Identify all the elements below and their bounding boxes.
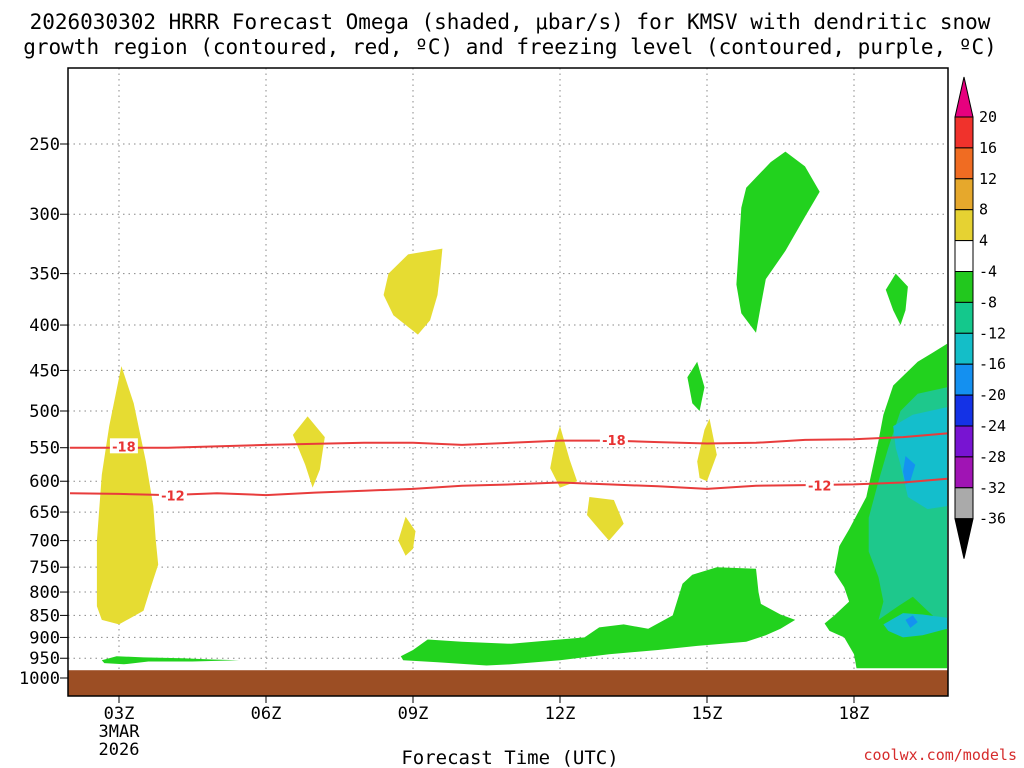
colorbar-segment [954, 363, 974, 396]
colorbar-segment [954, 394, 974, 427]
y-tick-label: 350 [29, 265, 60, 285]
colorbar-segment [954, 178, 974, 211]
y-tick-label: 950 [29, 649, 60, 669]
omega-region-neg-4-8 [885, 273, 908, 325]
colorbar-top-triangle [954, 76, 974, 118]
colorbar-bottom-triangle [954, 518, 974, 559]
omega-region-neg-4-8 [400, 567, 796, 666]
omega-region-pos-4-8 [96, 366, 159, 625]
y-tick-label: 850 [29, 606, 60, 626]
colorbar-label: -20 [979, 386, 1006, 404]
colorbar: 20 16 12 8 4 -4 -8 -12 -16 -20 -24 -28 -32 -36 [954, 76, 1006, 559]
colorbar-label: -16 [979, 355, 1006, 373]
omega-region-neg-12-16 [883, 613, 948, 638]
y-tick-label: 250 [29, 135, 60, 155]
contour-label: -12 [808, 480, 832, 495]
y-tick-label: 650 [29, 503, 60, 523]
omega-region-pos-4-8 [697, 418, 717, 482]
chart-title-line-1: 2026030302 HRRR Forecast Omega (shaded, … [30, 10, 991, 34]
y-tick-label: 600 [29, 472, 60, 492]
omega-region-pos-4-8 [398, 516, 416, 556]
colorbar-label: 4 [979, 232, 988, 250]
colorbar-label: -24 [979, 417, 1006, 435]
colorbar-label: 8 [979, 201, 988, 219]
colorbar-label: -8 [979, 293, 997, 311]
contour-label-bg [805, 477, 834, 493]
x-tick-label: 06Z [251, 704, 282, 724]
credit-text[interactable]: coolwx.com/models [863, 746, 1017, 764]
colorbar-segment [954, 487, 974, 520]
x-tick-sublabel: 3MAR [99, 722, 141, 742]
x-tick-label: 12Z [545, 704, 576, 724]
colorbar-segment [954, 209, 974, 242]
contour-line [69, 477, 948, 497]
colorbar-segment [954, 301, 974, 334]
contour-label: -18 [112, 440, 136, 455]
grid-layer [68, 68, 948, 696]
y-axis-ticks: 2503003504004505005506006507007508008509… [19, 135, 68, 689]
contour-label-bg [158, 487, 187, 503]
y-tick-label: 900 [29, 628, 60, 648]
omega-region-pos-4-8 [383, 248, 443, 335]
plot-frame [67, 67, 949, 697]
colorbar-label: 16 [979, 139, 997, 157]
x-tick-sublabel: 2026 [99, 740, 140, 760]
contour-label: -18 [602, 434, 626, 449]
y-tick-label: 800 [29, 583, 60, 603]
omega-region-neg-4-8 [736, 151, 820, 333]
omega-region-neg-4-8 [101, 656, 240, 665]
omega-region-neg-16-20 [905, 615, 918, 628]
x-tick-label: 09Z [398, 704, 429, 724]
colorbar-label: 12 [979, 170, 997, 188]
x-tick-label: 15Z [692, 704, 723, 724]
colorbar-label: -32 [979, 479, 1006, 497]
contour-line [70, 432, 948, 449]
y-tick-label: 450 [29, 361, 60, 381]
colorbar-label: 20 [979, 108, 997, 126]
y-tick-label: 300 [29, 205, 60, 225]
y-tick-label: 550 [29, 439, 60, 459]
colorbar-label: -36 [979, 510, 1006, 528]
colorbar-label: -28 [979, 448, 1006, 466]
ground-layer [68, 670, 948, 696]
omega-region-neg-16-20 [903, 456, 916, 485]
omega-region-neg-4-8 [687, 361, 705, 411]
colorbar-label: -12 [979, 324, 1006, 342]
y-tick-label: 750 [29, 558, 60, 578]
omega-region-pos-4-8 [292, 416, 325, 488]
y-tick-label: 400 [29, 316, 60, 336]
colorbar-segment [954, 240, 974, 273]
x-axis-label: Forecast Time (UTC) [401, 747, 618, 768]
contour-label: -12 [161, 490, 185, 505]
y-tick-label: 1000 [19, 669, 60, 689]
x-tick-label: 03Z [104, 704, 135, 724]
colorbar-segment [954, 116, 974, 149]
y-tick-label: 500 [29, 402, 60, 422]
colorbar-segment [954, 271, 974, 303]
contour-layer: -18 -18 -12 -12 [69, 431, 948, 505]
colorbar-segment [954, 425, 974, 458]
colorbar-segment [954, 147, 974, 180]
y-tick-label: 700 [29, 532, 60, 552]
omega-region-pos-4-8 [550, 426, 578, 488]
chart-title-line-2: growth region (contoured, red, ºC) and f… [23, 35, 997, 59]
contour-label-bg [109, 438, 138, 454]
x-tick-label: 18Z [839, 704, 870, 724]
colorbar-segment [954, 332, 974, 365]
colorbar-segment [954, 456, 974, 489]
omega-region-pos-4-8 [587, 497, 624, 541]
ground-fill [68, 670, 948, 696]
contour-label-bg [599, 431, 628, 447]
colorbar-label: -4 [979, 263, 997, 281]
omega-shading-layer [96, 151, 948, 669]
